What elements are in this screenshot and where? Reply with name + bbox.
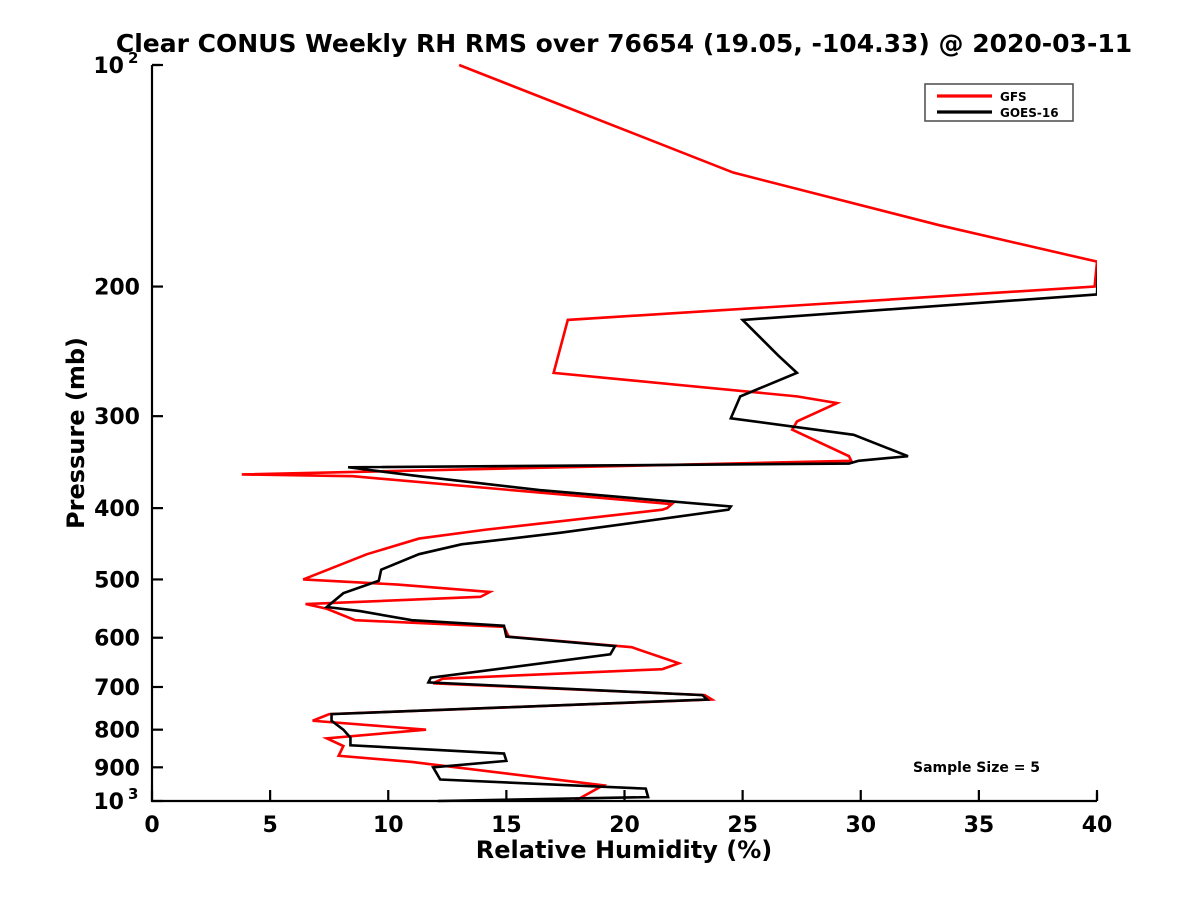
series-line-gfs: [241, 63, 1097, 803]
x-tick-label-15: 15: [491, 813, 522, 838]
x-axis-label: Relative Humidity (%): [476, 836, 772, 864]
x-tick-label-0: 0: [144, 813, 159, 838]
y-tick-label-100: 10 2: [93, 49, 138, 79]
chart-legend[interactable]: GFS GOES-16: [924, 83, 1074, 122]
y-axis-label: Pressure (mb): [62, 337, 90, 529]
y-tick-label-exponent-100: 2: [128, 49, 138, 67]
y-tick-label-base-100: 10: [93, 54, 124, 79]
y-tick-label-700: 700: [94, 676, 140, 701]
x-tick-label-30: 30: [845, 813, 876, 838]
y-tick-label-exponent-1000: 3: [128, 785, 138, 803]
data-series-group: [241, 63, 1097, 803]
chart-title: Clear CONUS Weekly RH RMS over 76654 (19…: [116, 29, 1132, 58]
x-tick-label-35: 35: [964, 813, 995, 838]
y-tick-label-800: 800: [94, 719, 140, 744]
sample-size-annotation: Sample Size = 5: [913, 760, 1040, 776]
y-tick-label-200: 200: [94, 276, 140, 301]
y-tick-label-400: 400: [94, 497, 140, 522]
legend-label-goes16: GOES-16: [1000, 106, 1059, 120]
x-tick-label-40: 40: [1082, 813, 1113, 838]
y-tick-label-900: 900: [94, 756, 140, 781]
y-tick-label-base-1000: 10: [93, 790, 124, 815]
x-axis-ticks: 0 5 10 15 20 25 30 35 40: [144, 790, 1112, 838]
x-tick-label-20: 20: [609, 813, 640, 838]
y-tick-label-300: 300: [94, 405, 140, 430]
x-tick-label-25: 25: [727, 813, 758, 838]
series-line-goes-16: [323, 262, 1097, 803]
y-tick-label-600: 600: [94, 627, 140, 652]
legend-label-gfs: GFS: [1000, 90, 1027, 104]
y-tick-label-500: 500: [94, 568, 140, 593]
x-tick-label-10: 10: [373, 813, 404, 838]
x-tick-label-5: 5: [262, 813, 277, 838]
legend-background: [924, 83, 1074, 122]
y-tick-label-1000: 10 3: [93, 785, 138, 815]
